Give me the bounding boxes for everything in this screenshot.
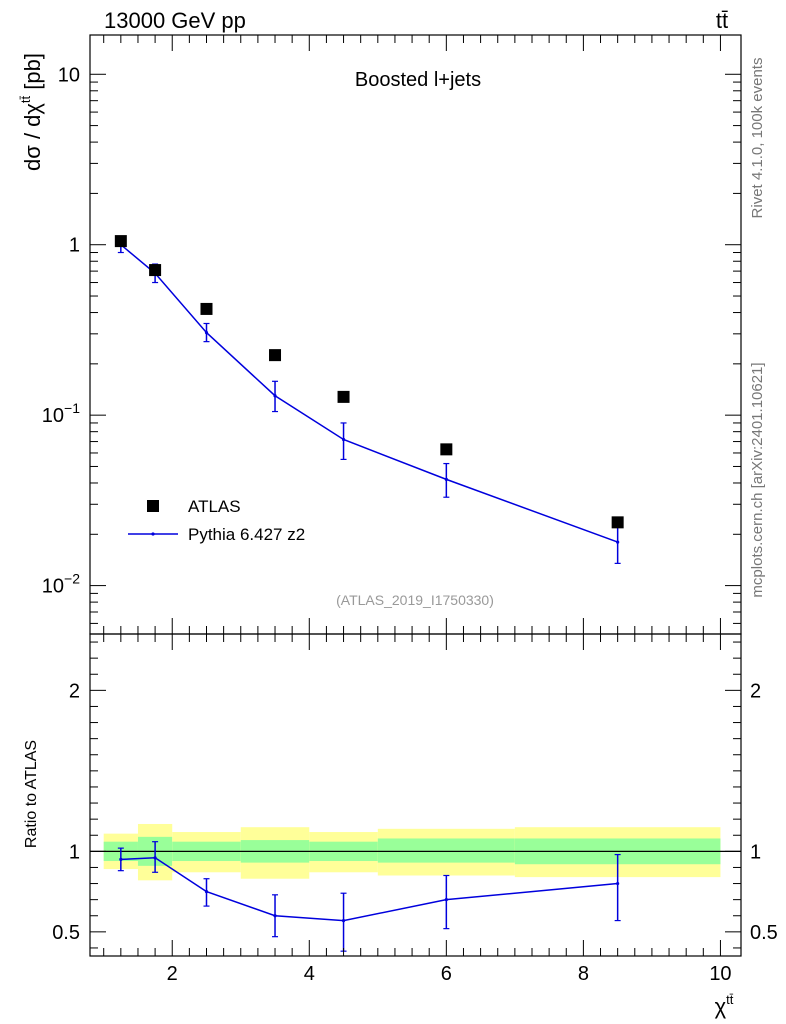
main-frame — [89, 34, 742, 635]
ratio-y-axis-label: Ratio to ATLAS — [23, 740, 40, 848]
ratio-band-inner — [377, 838, 515, 863]
pythia-point — [273, 394, 277, 398]
ratio-y-tick-label-right: 0.5 — [750, 922, 778, 944]
mcplots-source-label: mcplots.cern.ch [arXiv:2401.10621] — [749, 362, 766, 597]
ratio-point — [119, 857, 123, 862]
ratio-y-tick-label-right: 2 — [750, 680, 761, 702]
rivet-version-label: Rivet 4.1.0, 100k events — [749, 58, 766, 219]
ratio-point — [444, 898, 448, 902]
main-panel: 10 1 10−1 10−2 Boosted l+jets (ATLAS_2019_I… — [18, 34, 742, 635]
x-tick-label: 6 — [441, 963, 452, 985]
ratio-point — [273, 914, 277, 918]
main-y-axis-label: dσ / dχtt̄ [pb] — [18, 53, 45, 171]
y-tick-label: 10−2 — [42, 571, 80, 598]
atlas-data-point — [269, 349, 282, 362]
ratio-y-tick-label-right: 1 — [750, 841, 761, 863]
atlas-data-point — [200, 302, 213, 315]
legend-pythia-dot — [151, 532, 155, 536]
atlas-data-point — [114, 235, 127, 248]
atlas-data-point — [337, 390, 350, 403]
legend-pythia-label: Pythia 6.427 z2 — [188, 525, 305, 544]
ratio-frame — [89, 633, 742, 957]
legend-atlas-marker — [147, 500, 159, 512]
pythia-point — [444, 477, 448, 481]
y-tick-label: 10 — [58, 64, 80, 86]
atlas-data-point — [440, 443, 453, 456]
x-tick-label: 2 — [167, 963, 178, 985]
x-tick-label: 4 — [304, 963, 315, 985]
legend: ATLAS Pythia 6.427 z2 — [128, 497, 305, 544]
ratio-point — [153, 856, 157, 860]
main-panel-title: Boosted l+jets — [355, 69, 481, 91]
y-tick-label: 1 — [69, 235, 80, 257]
pythia-point — [616, 540, 620, 544]
ratio-y-tick-label: 1 — [69, 841, 80, 863]
y-tick-label: 10−1 — [42, 400, 80, 427]
energy-label: 13000 GeV pp — [104, 8, 246, 33]
pythia-point — [204, 331, 209, 335]
ratio-panel: 0.5 0.5 1 1 2 2 2 4 6 8 10 Ratio to ATLAS χtt̄ — [23, 633, 778, 1019]
ratio-point — [204, 890, 209, 894]
ratio-y-tick-label: 0.5 — [52, 922, 80, 944]
atlas-data-point — [611, 516, 624, 529]
legend-atlas-label: ATLAS — [188, 497, 241, 516]
x-tick-label: 8 — [578, 963, 589, 985]
ratio-point — [341, 918, 346, 923]
ratio-y-tick-label: 2 — [69, 680, 80, 702]
ratio-point — [616, 881, 620, 886]
atlas-data-point — [149, 264, 162, 277]
analysis-watermark: (ATLAS_2019_I1750330) — [336, 592, 494, 608]
pythia-point — [341, 437, 346, 442]
x-axis-label: χtt̄ — [715, 992, 734, 1019]
x-tick-label: 10 — [709, 963, 731, 985]
process-label: tt̄ — [716, 8, 728, 33]
